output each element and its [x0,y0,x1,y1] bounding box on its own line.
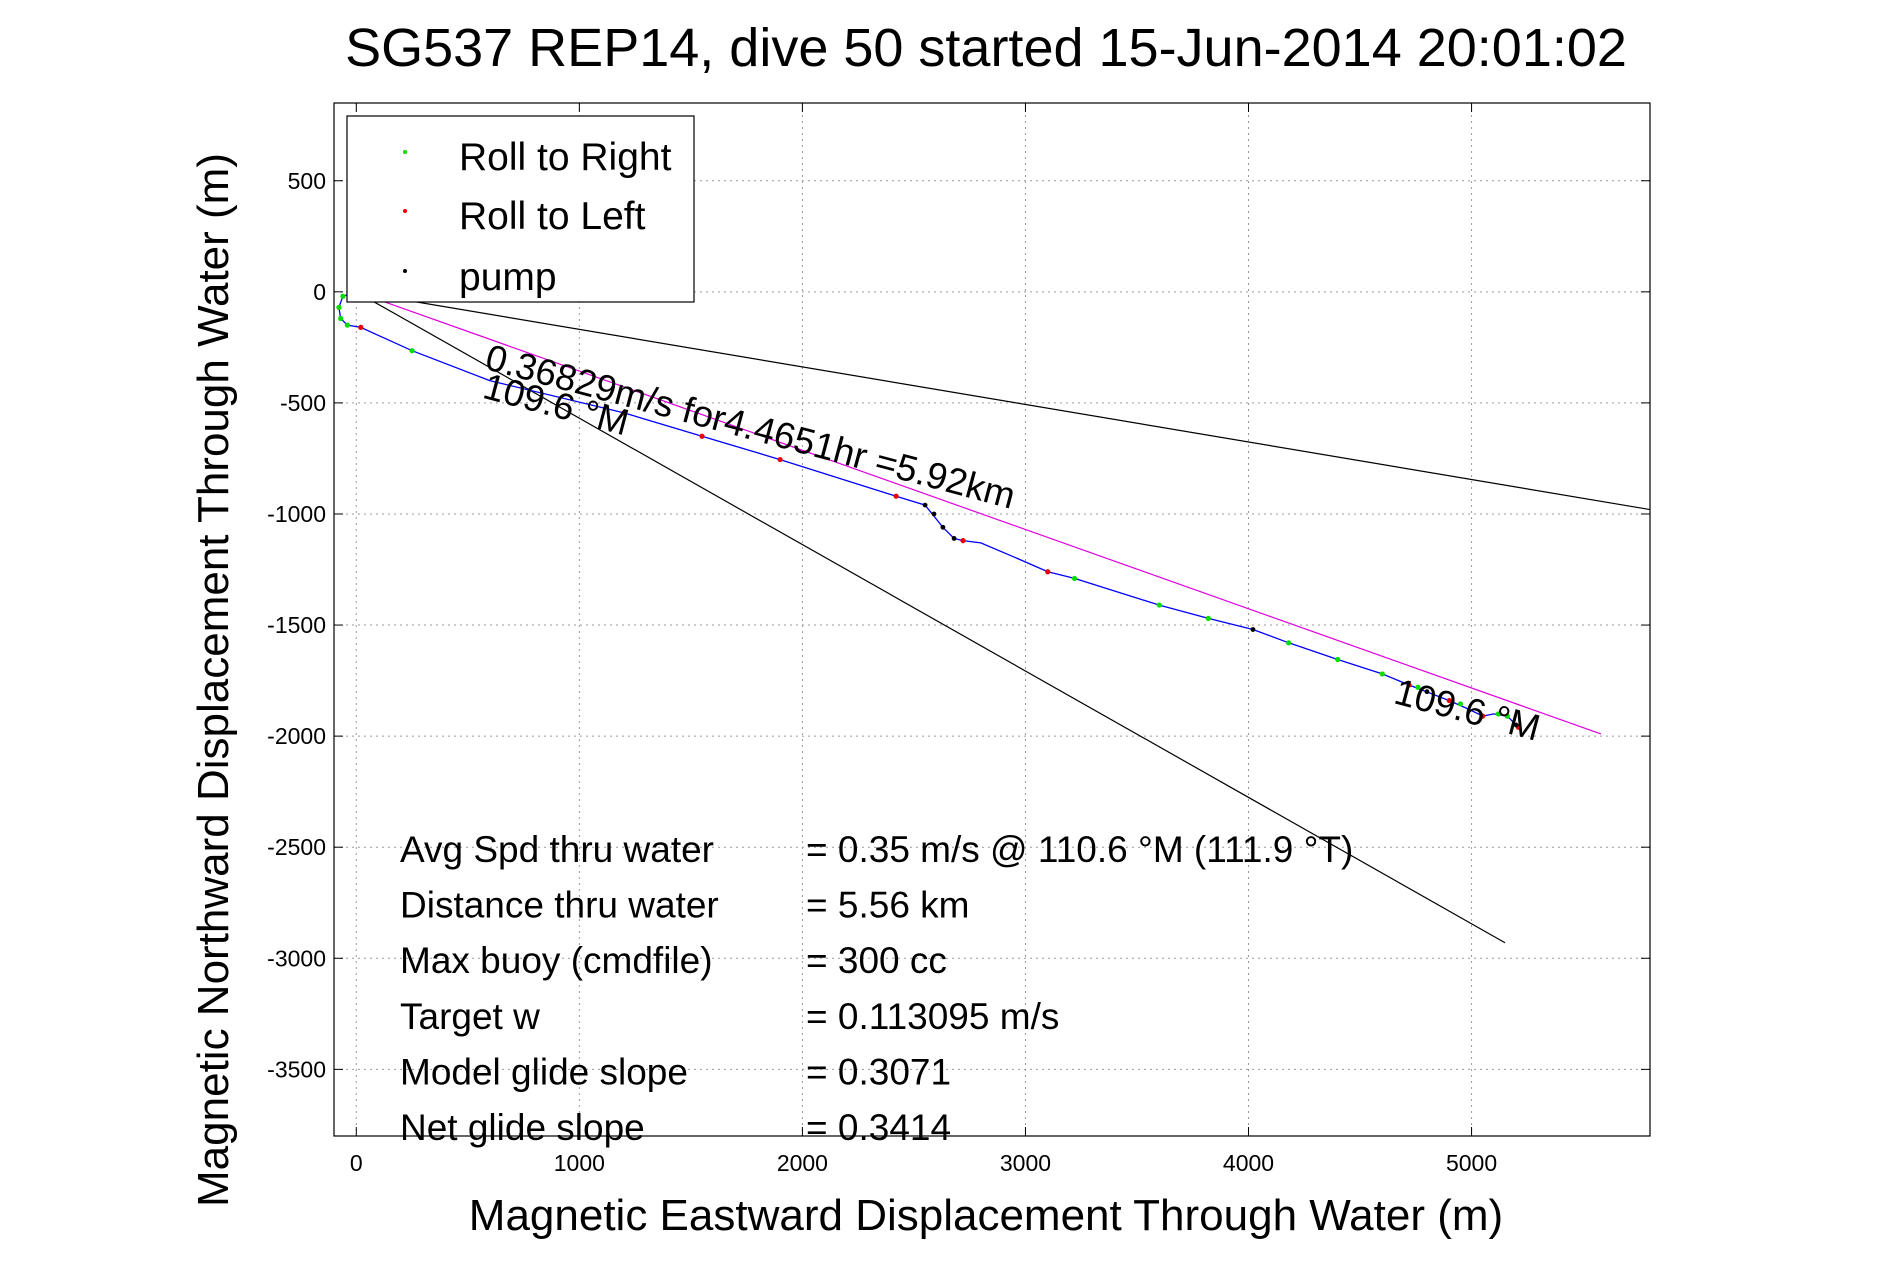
stat-value: = 5.56 km [806,885,970,926]
pump-point [1424,689,1430,695]
roll-left-point [893,493,899,499]
roll-right-point [338,315,344,322]
y-tick-label: -1500 [267,612,326,638]
roll-right-point [1379,671,1385,677]
stats-block: Avg Spd thru water = 0.35 m/s @ 110.6 °M … [400,829,1353,1148]
roll-right-point [336,304,342,310]
stat-value: = 0.113095 m/s [806,996,1059,1037]
x-axis-title: Magnetic Eastward Displacement Through W… [469,1191,1503,1240]
pump-point [1250,627,1256,632]
roll-right-point [1156,602,1162,608]
x-tick-label: 2000 [777,1150,828,1176]
legend-marker-roll-right [403,150,407,154]
roll-left-point [358,324,364,330]
roll-right-point [1415,684,1421,690]
heading-line [356,291,1602,735]
heading-lines [356,291,1651,944]
y-tick-label: -2000 [267,723,326,749]
y-tick-label: 500 [288,168,326,194]
roll-right-point [1071,575,1078,582]
roll-right-point [1504,713,1510,719]
stat-value: = 300 cc [806,940,947,981]
y-axis-title: Magnetic Northward Displacement Through … [189,153,238,1207]
roll-left-point [777,456,783,463]
stat-label: Max buoy (cmdfile) [400,940,713,981]
plot-area-frame [333,102,1651,1137]
legend-marker-roll-left [403,209,407,213]
roll-left-point [699,433,705,439]
pump-point [922,502,928,508]
roll-left-point [1406,682,1412,688]
roll-right-point [1205,615,1211,621]
stat-label: Model glide slope [400,1051,688,1092]
roll-left-point [1045,569,1051,575]
y-tick-label: -1000 [267,501,326,527]
roll-right-point [1335,656,1341,663]
heading-line [356,291,1506,944]
legend-label-roll-right: Roll to Right [459,136,672,179]
roll-right-point [1286,640,1292,646]
stat-label: Net glide slope [400,1107,645,1148]
legend-marker-pump [403,269,407,273]
roll-right-point [344,322,350,328]
legend: Roll to Right Roll to Left pump [346,115,695,303]
tick-labels: 0 1000 2000 3000 4000 50005000-500-1000-1500-… [267,168,1497,1176]
stat-label: Distance thru water [400,885,719,926]
grid-lines [334,103,1650,1136]
roll-left-point [960,538,966,544]
stat-label: Avg Spd thru water [400,829,714,870]
y-tick-label: -3500 [267,1056,326,1082]
legend-label-pump: pump [459,256,557,299]
roll-right-point [409,348,415,354]
roll-left-point [1480,713,1486,719]
axis-ticks [334,103,1650,1136]
x-tick-label: 1000 [554,1150,605,1176]
legend-label-roll-left: Roll to Left [459,195,646,238]
stat-label: Target w [400,996,540,1037]
x-tick-label: 5000 [1446,1150,1497,1176]
pump-point [951,536,957,541]
chart-title: SG537 REP14, dive 50 started 15-Jun-2014… [345,18,1627,78]
pump-point [931,511,937,517]
x-tick-label: 0 [350,1150,363,1176]
roll-left-point [1446,697,1452,704]
track-line [338,291,1519,728]
track-layer [338,291,1519,728]
roll-right-point [1457,701,1464,707]
y-tick-label: -3000 [267,945,326,971]
pump-point [1513,722,1519,728]
stat-value: = 0.3414 [806,1107,951,1148]
heading-line [356,291,1651,511]
roll-right-point [340,293,346,299]
marker-points [336,289,1521,730]
x-tick-label: 3000 [1000,1150,1051,1176]
y-tick-label: -500 [280,390,326,416]
stat-value: = 0.35 m/s @ 110.6 °M (111.9 °T) [806,829,1353,870]
roll-left-point [621,410,627,416]
y-tick-label: -2500 [267,834,326,860]
y-tick-label: 0 [313,279,326,305]
x-tick-label: 4000 [1223,1150,1274,1176]
roll-right-point [1495,711,1501,717]
pump-point [940,524,946,530]
stat-value: = 0.3071 [806,1051,951,1092]
